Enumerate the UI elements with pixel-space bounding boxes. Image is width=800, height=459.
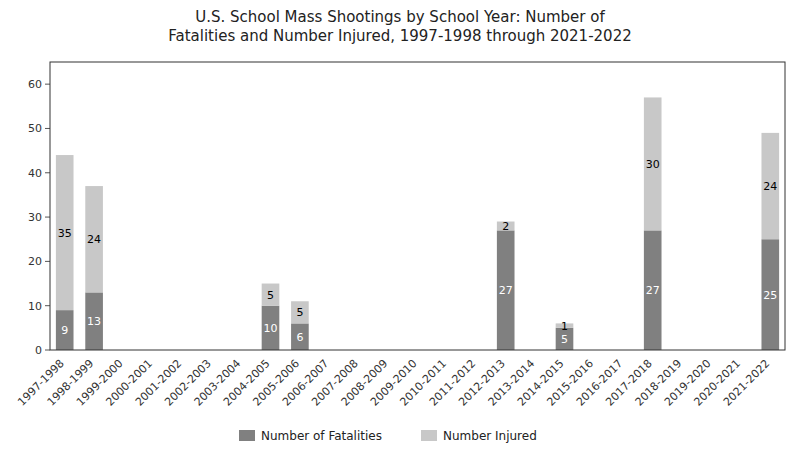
y-tick — [45, 84, 50, 85]
y-tick-label: 10 — [28, 300, 42, 313]
data-label: 27 — [646, 284, 660, 297]
data-label: 27 — [499, 284, 513, 297]
data-label: 24 — [763, 180, 777, 193]
y-tick — [45, 261, 50, 262]
x-axis: 1997-19981998-19991999-20002000-20012001… — [15, 357, 772, 409]
x-tick-label: 2021-2022 — [721, 357, 773, 409]
data-label: 35 — [58, 227, 72, 240]
bar-segment — [761, 239, 779, 350]
bar-segment — [644, 97, 662, 230]
bar-segment — [291, 323, 309, 350]
legend-label: Number of Fatalities — [261, 429, 382, 443]
bar-segment — [56, 310, 74, 350]
bar-segment — [644, 230, 662, 350]
y-tick-label: 60 — [28, 78, 42, 91]
legend-label: Number Injured — [443, 429, 537, 443]
data-label: 25 — [763, 289, 777, 302]
bar-segment — [291, 301, 309, 323]
y-tick — [45, 217, 50, 218]
y-tick-label: 30 — [28, 211, 42, 224]
data-label: 9 — [61, 324, 68, 337]
y-tick-label: 50 — [28, 122, 42, 135]
y-tick-label: 20 — [28, 255, 42, 268]
legend-swatch — [239, 430, 255, 441]
y-tick — [45, 305, 50, 306]
data-label: 13 — [87, 315, 101, 328]
chart-container: U.S. School Mass Shootings by School Yea… — [0, 0, 800, 459]
bar-segment — [262, 306, 280, 350]
bars — [56, 97, 779, 350]
y-tick-label: 0 — [35, 344, 42, 357]
data-labels: 9351324105652725127302524 — [58, 158, 778, 346]
legend-swatch — [421, 430, 437, 441]
y-tick — [45, 350, 50, 351]
data-label: 5 — [296, 306, 303, 319]
data-label: 2 — [502, 220, 509, 233]
data-label: 6 — [296, 331, 303, 344]
data-label: 5 — [561, 333, 568, 346]
bar-segment — [85, 186, 103, 292]
bar-segment — [56, 155, 74, 310]
y-tick-label: 40 — [28, 167, 42, 180]
data-label: 30 — [646, 158, 660, 171]
y-tick — [45, 128, 50, 129]
bar-segment — [761, 133, 779, 239]
y-axis: 0 10 20 30 40 50 60 — [28, 78, 50, 357]
data-label: 24 — [87, 233, 101, 246]
bar-segment — [497, 230, 515, 350]
data-label: 1 — [561, 320, 568, 333]
bar-segment — [85, 292, 103, 350]
title: U.S. School Mass Shootings by School Yea… — [168, 8, 631, 45]
chart: U.S. School Mass Shootings by School Yea… — [0, 0, 800, 459]
data-label: 10 — [264, 322, 278, 335]
y-tick — [45, 172, 50, 173]
bar-segment — [262, 284, 280, 306]
legend: Number of Fatalities Number Injured — [239, 429, 537, 443]
plot-frame — [50, 62, 785, 350]
data-label: 5 — [267, 289, 274, 302]
